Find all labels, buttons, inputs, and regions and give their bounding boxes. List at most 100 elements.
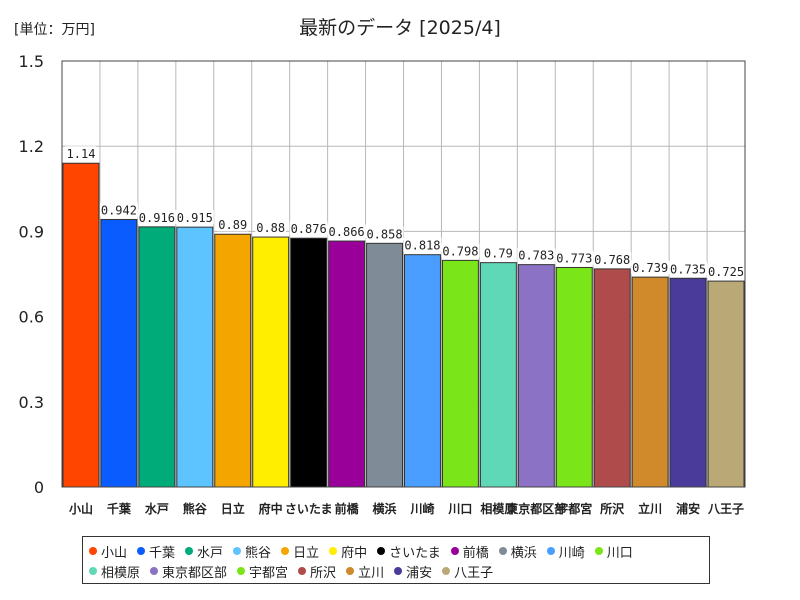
legend-label: 府中 (341, 545, 368, 561)
bar-小山 (62, 162, 100, 488)
value-label-bg (631, 260, 670, 275)
legend-label: 前橋 (462, 545, 489, 561)
value-label-bg (441, 243, 480, 258)
value-label: 0.773 (556, 251, 592, 265)
legend-item: 川口 (594, 541, 633, 561)
value-label-bg (175, 210, 214, 225)
x-tick-label: 府中 (259, 501, 283, 516)
y-tick-label: 1.5 (19, 52, 44, 71)
value-label-bg (555, 250, 594, 265)
bar-川口 (441, 259, 479, 488)
legend-item: 日立 (281, 541, 319, 561)
legend-item: 千葉 (137, 541, 175, 561)
legend-item: 浦安 (394, 561, 432, 581)
legend-item: 所沢 (298, 561, 336, 581)
legend-dot-icon (137, 547, 146, 555)
value-label: 0.725 (708, 265, 744, 279)
legend-label: 立川 (358, 565, 385, 581)
x-tick-label: 相模原 (480, 501, 516, 516)
value-label: 0.88 (256, 221, 285, 235)
legend-item: 水戸 (185, 541, 223, 561)
legend-dot-icon (394, 567, 403, 575)
legend-dot-icon (346, 567, 355, 575)
legend-dot-icon (298, 567, 307, 575)
legend-dot-icon (546, 547, 555, 555)
bar-立川 (631, 276, 669, 488)
x-tick-label: 日立 (221, 501, 245, 516)
bar-八王子 (707, 280, 745, 488)
value-label-bg (482, 245, 514, 260)
value-label: 0.768 (594, 253, 630, 267)
y-tick-label: 0.3 (19, 393, 44, 412)
legend-dot-icon (594, 547, 603, 555)
legend-label: 八王子 (454, 565, 494, 581)
bar-浦安 (669, 277, 707, 488)
bar-相模原 (479, 262, 517, 488)
bar-横浜 (366, 242, 403, 488)
legend-item: 府中 (329, 541, 367, 561)
bar-川崎 (404, 254, 441, 488)
legend-label: 川崎 (558, 545, 585, 561)
value-label-bg (99, 202, 138, 217)
x-tick-label: さいたま (285, 502, 333, 516)
chart-title: 最新のデータ [2025/4] (299, 17, 501, 39)
bar-所沢 (593, 268, 631, 488)
x-tick-label: 横浜 (373, 501, 397, 516)
legend-label: 川口 (606, 545, 633, 561)
x-tick-label: 小山 (69, 501, 93, 516)
legend-dot-icon (89, 547, 97, 555)
bar-府中 (252, 236, 290, 488)
legend-label: 水戸 (197, 545, 224, 561)
legend-item: 立川 (346, 561, 384, 581)
legend-label: 浦安 (406, 565, 433, 581)
legend-dot-icon (89, 567, 97, 575)
legend-dot-icon (442, 567, 451, 575)
legend-item: さいたま (377, 541, 441, 561)
value-label: 0.915 (177, 211, 213, 225)
x-tick-label: 所沢 (600, 501, 625, 516)
value-label: 0.916 (139, 211, 175, 225)
legend-label: 小山 (101, 545, 128, 561)
x-tick-label: 千葉 (107, 501, 132, 516)
bar-宇都宮 (555, 266, 593, 488)
unit-label: [単位：万円] (14, 22, 95, 38)
x-tick-label: 熊谷 (183, 501, 208, 516)
value-label: 0.735 (670, 262, 706, 276)
bar-前橋 (328, 240, 366, 488)
x-tick-label: 川口 (447, 502, 472, 516)
value-label-bg (593, 251, 632, 266)
y-tick-label: 0.6 (19, 308, 44, 327)
value-label: 1.14 (67, 147, 96, 161)
bar-日立 (214, 233, 252, 488)
legend-dot-icon (237, 567, 246, 575)
legend-item: 相模原 (89, 561, 140, 581)
x-tick-label: 前橋 (335, 501, 360, 516)
legend-item: 宇都宮 (237, 561, 288, 581)
bars (62, 162, 745, 488)
legend-label: 千葉 (149, 545, 176, 561)
x-tick-label: 水戸 (145, 501, 169, 516)
value-label-bg (365, 226, 404, 241)
legend-label: 所沢 (310, 565, 337, 581)
y-axis: 0 0.3 0.6 0.9 1.2 1.5 (19, 52, 44, 497)
legend-label: 横浜 (510, 545, 537, 561)
legend-label: 東京都区部 (162, 565, 228, 581)
legend-item: 横浜 (498, 541, 537, 561)
x-axis: 小山 千葉 水戸 熊谷 日立 府中 さいたま 前橋 横浜 川崎 川口 相模原東京都区部宇都宮 所沢 立川浦… (69, 501, 744, 516)
x-tick-label: 川崎 (409, 501, 434, 516)
legend-item: 川崎 (546, 541, 585, 561)
value-label: 0.858 (366, 227, 402, 241)
legend-item: 前橋 (450, 541, 489, 561)
y-tick-label: 0.9 (19, 222, 44, 241)
legend-label: 相模原 (101, 565, 141, 581)
value-label-bg (403, 237, 442, 252)
legend-label: 宇都宮 (249, 565, 289, 581)
bar-水戸 (138, 226, 176, 488)
x-tick-label: 立川 (638, 501, 662, 516)
value-label-bg (707, 264, 746, 279)
y-tick-label: 1.2 (19, 137, 44, 156)
x-tick-label: 浦安 (676, 501, 700, 516)
value-label-bg (289, 221, 328, 236)
value-label-bg (327, 224, 366, 239)
